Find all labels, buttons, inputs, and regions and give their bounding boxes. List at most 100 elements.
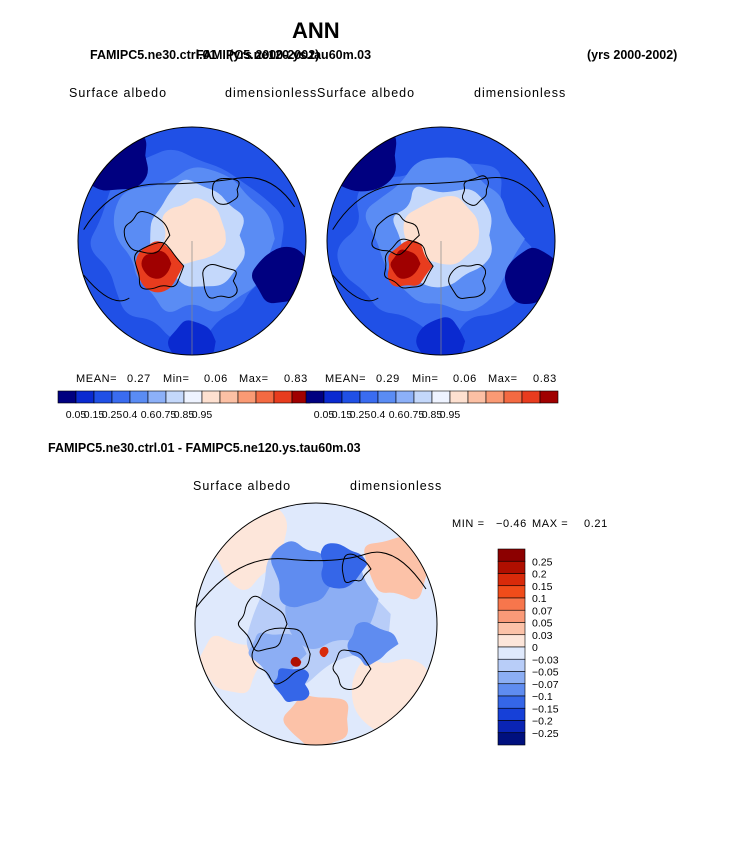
- panel1-colorbar-box: [93, 390, 113, 404]
- panel2-colorbar-box: [485, 390, 505, 404]
- panel2-colorbar-box: [431, 390, 451, 404]
- difference-map-boundary: [194, 502, 438, 746]
- panel2-colorbar-box: [467, 390, 487, 404]
- siberia-coast: [461, 175, 489, 206]
- difference-colorbar-tick: 0.03: [532, 630, 553, 642]
- arctic-sea-ice: [162, 198, 226, 264]
- panel1-colorbar-tick: 0.95: [192, 409, 213, 421]
- difference-colorbar-box: [497, 707, 526, 721]
- panel2-colorbar-box: [377, 390, 397, 404]
- coastlines: [332, 175, 545, 302]
- panel2-min-label: Min=: [412, 373, 439, 385]
- panel1-colorbar-tick: 0.6: [141, 409, 156, 421]
- scandinavia-coast: [448, 264, 487, 299]
- panel1-years-label: (yrs 2000-2002): [229, 48, 320, 62]
- coastlines: [83, 177, 296, 302]
- panel1-colorbar-box: [237, 390, 257, 404]
- difference-colorbar-tick: 0.07: [532, 605, 553, 617]
- panel1-mean: 0.27: [127, 373, 151, 385]
- panel1-colorbar-box: [273, 390, 293, 404]
- panel2-colorbar-box: [503, 390, 523, 404]
- difference-colorbar-tick: −0.15: [532, 703, 559, 715]
- difference-colorbar-box: [497, 622, 526, 636]
- difference-colorbar-tick: −0.2: [532, 716, 553, 728]
- negative-difference-region: [248, 632, 307, 683]
- difference-min: −0.46: [496, 518, 527, 530]
- panel2-colorbar-box: [449, 390, 469, 404]
- difference-colorbar-box: [497, 658, 526, 672]
- panel1-max-label: Max=: [239, 373, 269, 385]
- panel2-colorbar-tick: 0.25: [350, 409, 371, 421]
- difference-colorbar-tick: 0.05: [532, 618, 553, 630]
- difference-max: 0.21: [584, 518, 608, 530]
- panel2-colorbar-box: [521, 390, 541, 404]
- difference-colorbar-box: [497, 548, 526, 562]
- difference-colorbar-tick: 0.1: [532, 593, 547, 605]
- open-ocean-low: [327, 127, 397, 192]
- panel2-colorbar-tick: 0.85: [422, 409, 443, 421]
- greenland-ice-core: [141, 250, 172, 279]
- panel2-colorbar-box: [323, 390, 343, 404]
- panel1-case-label: FAMIPC5.ne30.ctrl.01: [90, 48, 217, 62]
- arctic-sea-ice: [403, 195, 480, 265]
- greenland-coast: [251, 627, 311, 685]
- panel2-min: 0.06: [453, 373, 477, 385]
- panel2-units: dimensionless: [474, 86, 567, 100]
- panel2-case-label: FAMIPC5.ne120.ys.tau60m.03: [196, 48, 372, 62]
- panel2-variable: Surface albedo: [317, 86, 416, 100]
- panel1-colorbar-box: [57, 390, 77, 404]
- panel2-colorbar-box: [395, 390, 415, 404]
- difference-colorbar-tick: −0.05: [532, 667, 559, 679]
- panel2-colorbar-tick: 0.4: [371, 409, 386, 421]
- panel1-variable: Surface albedo: [69, 86, 168, 100]
- panel1-colorbar-tick: 0.15: [84, 409, 105, 421]
- difference-colorbar-tick: −0.07: [532, 679, 559, 691]
- map-field-2: [327, 127, 555, 355]
- eurasia-north-coast: [332, 177, 545, 230]
- panel1-colorbar-box: [219, 390, 239, 404]
- difference-colorbar-box: [497, 585, 526, 599]
- difference-colorbar-box: [497, 609, 526, 623]
- difference-colorbar-tick: 0.25: [532, 556, 553, 568]
- negative-difference-region: [320, 543, 368, 589]
- greenland-ice-core: [390, 249, 421, 279]
- panel1-units: dimensionless: [225, 86, 318, 100]
- panel2-colorbar-box: [413, 390, 433, 404]
- panel2-max: 0.83: [533, 373, 557, 385]
- siberia-coast: [211, 177, 240, 205]
- panel1-colorbar-tick: 0.05: [66, 409, 87, 421]
- canadian-archipelago-coast: [123, 211, 171, 254]
- difference-colorbar-tick: −0.03: [532, 654, 559, 666]
- panel1-colorbar-box: [111, 390, 131, 404]
- panel1-max: 0.83: [284, 373, 308, 385]
- difference-colorbar-box: [497, 560, 526, 574]
- difference-coastlines: [195, 551, 427, 691]
- difference-colorbar-tick: 0.15: [532, 581, 553, 593]
- positive-difference-region: [198, 635, 263, 694]
- open-ocean-low: [78, 127, 148, 191]
- difference-min-label: MIN =: [452, 518, 485, 530]
- panel1-colorbar-box: [201, 390, 221, 404]
- panel1-colorbar-tick: 0.25: [102, 409, 123, 421]
- strong-positive-difference: [290, 656, 302, 667]
- panel1-colorbar-tick: 0.85: [174, 409, 195, 421]
- positive-difference-region: [283, 695, 349, 745]
- difference-colorbar-tick: 0: [532, 642, 538, 654]
- panel2-colorbar-tick: 0.05: [314, 409, 335, 421]
- canadian-archipelago-coast: [237, 595, 288, 652]
- difference-colorbar-tick: −0.1: [532, 691, 553, 703]
- america-coast: [83, 274, 130, 302]
- difference-colorbar-box: [497, 597, 526, 611]
- eurasia-north-coast: [83, 177, 296, 230]
- panel2-colorbar-tick: 0.95: [440, 409, 461, 421]
- difference-colorbar-box: [497, 646, 526, 660]
- scandinavia-coast: [202, 263, 238, 299]
- difference-colorbar-box: [497, 695, 526, 709]
- panel1-colorbar-box: [147, 390, 167, 404]
- eurasia-north-coast: [195, 551, 427, 610]
- negative-difference-region: [347, 621, 399, 666]
- map-boundary: [326, 126, 556, 356]
- panel1-colorbar-tick: 0.75: [156, 409, 177, 421]
- map-field-1: [78, 127, 306, 355]
